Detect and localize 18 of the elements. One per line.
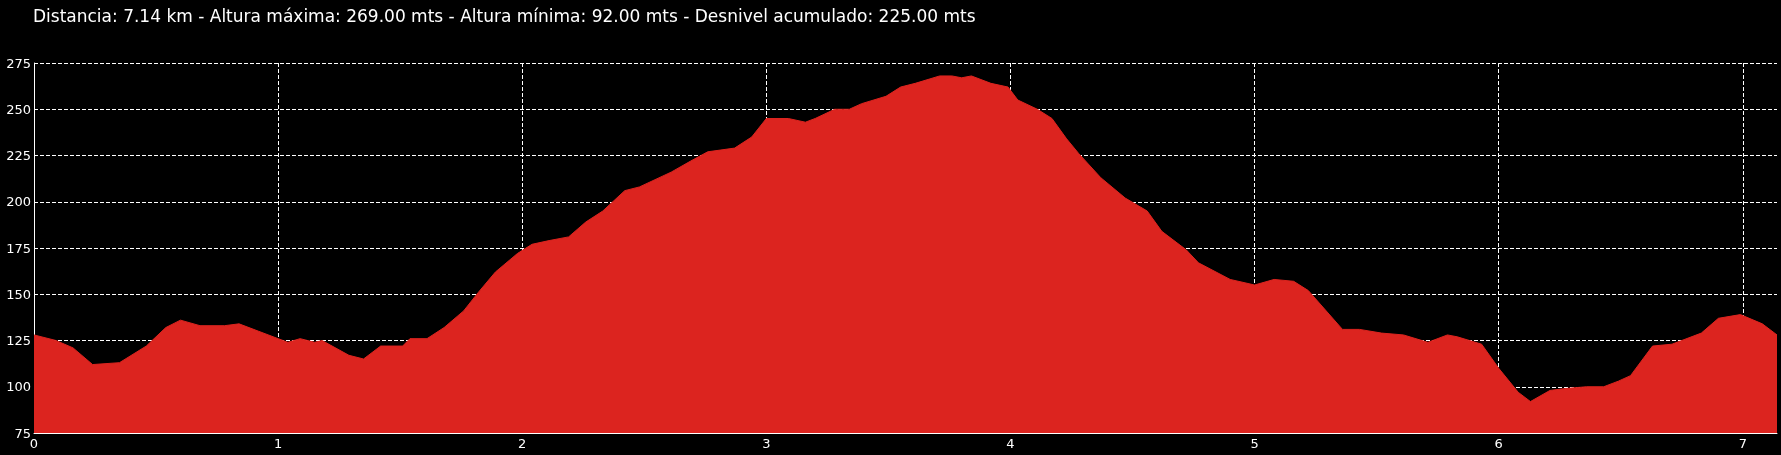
- x-tick-label: 7: [1738, 436, 1747, 451]
- y-tick-label: 275: [6, 55, 31, 71]
- y-tick-label: 200: [6, 194, 31, 210]
- y-tick-label: 150: [6, 286, 31, 302]
- y-tick-label: 75: [14, 425, 31, 441]
- x-tick-label: 0: [29, 436, 39, 451]
- y-tick-label: 250: [6, 101, 31, 117]
- y-tick-label: 175: [6, 240, 31, 256]
- x-tick-label: 3: [762, 436, 771, 451]
- x-tick-label: 5: [1250, 436, 1259, 451]
- x-tick-label: 4: [1006, 436, 1015, 451]
- x-tick-label: 6: [1494, 436, 1503, 451]
- y-tick-label: 225: [6, 148, 31, 163]
- x-tick-label: 2: [518, 436, 527, 451]
- x-tick-label: 1: [273, 436, 283, 451]
- y-tick-label: 100: [6, 379, 31, 395]
- chart-title: Distancia: 7.14 km - Altura máxima: 269.00 mts - Altura mínima: 92.00 mts - Desnivel acumulado: 225.00 mts: [33, 5, 976, 26]
- y-tick-label: 125: [6, 333, 31, 348]
